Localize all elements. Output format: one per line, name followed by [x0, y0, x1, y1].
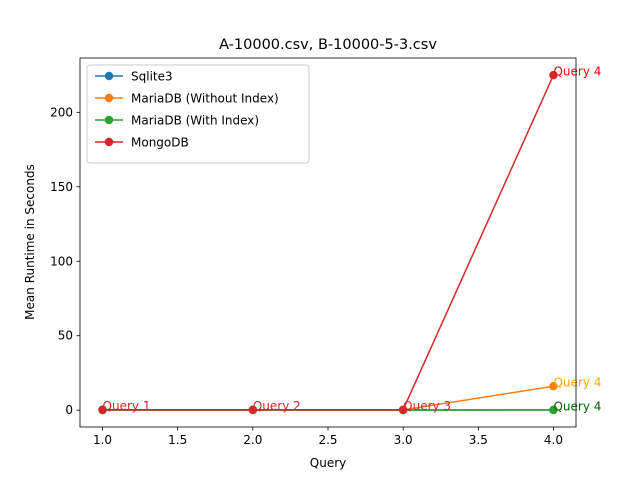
axes: 1.0 1.5 2.0 2.5 3.0 3.5 4.0 0 50 100 150 200	[50, 57, 577, 447]
x-tick-label: 4.0	[544, 433, 563, 447]
y-axis-label: Mean Runtime in Seconds	[23, 164, 37, 320]
annotation-label: Query 4	[553, 376, 601, 390]
x-tick-label: 2.0	[243, 433, 262, 447]
x-axis-label: Query	[310, 456, 346, 470]
x-tick-label: 3.5	[469, 433, 488, 447]
series-line-1	[102, 385, 554, 411]
legend-box	[86, 64, 310, 164]
legend-label: MariaDB (With Index)	[131, 114, 259, 128]
legend: Sqlite3 MariaDB (Without Index) MariaDB (W…	[86, 64, 310, 164]
data-point	[549, 381, 558, 391]
y-tick-label: 100	[50, 254, 73, 268]
legend-label: MariaDB (Without Index)	[131, 92, 279, 106]
data-point	[98, 405, 107, 414]
annotation-label: Query 4	[553, 65, 601, 79]
annotation-label: Query 4	[553, 399, 601, 413]
y-tick-label: 200	[50, 105, 73, 119]
legend-label: Sqlite3	[131, 70, 173, 84]
series-line-3	[102, 74, 555, 411]
x-tick-label: 1.0	[93, 433, 112, 447]
x-tick-label: 3.0	[394, 433, 413, 447]
x-tick-label: 1.5	[168, 433, 187, 447]
y-tick-label: 50	[58, 329, 73, 343]
legend-marker	[104, 115, 114, 125]
x-tick-label: 2.5	[318, 433, 337, 447]
legend-marker	[104, 93, 114, 103]
annotation-label: Query 3	[403, 399, 451, 413]
data-point	[398, 405, 408, 414]
data-point	[549, 70, 558, 80]
plot-area: Query 1 Query 2 Query 3 Query 4 Query 4 Query…	[98, 65, 601, 415]
annotation-label: Query 1	[103, 399, 151, 413]
data-point	[248, 405, 258, 414]
annotation-label: Query 2	[253, 399, 301, 413]
y-tick-label: 150	[50, 180, 73, 194]
legend-marker	[104, 137, 114, 147]
data-point	[549, 405, 558, 415]
chart-title: A-10000.csv, B-10000-5-3.csv	[219, 37, 437, 53]
legend-label: MongoDB	[131, 136, 189, 150]
legend-marker	[104, 71, 114, 81]
y-tick-label: 0	[65, 403, 73, 417]
